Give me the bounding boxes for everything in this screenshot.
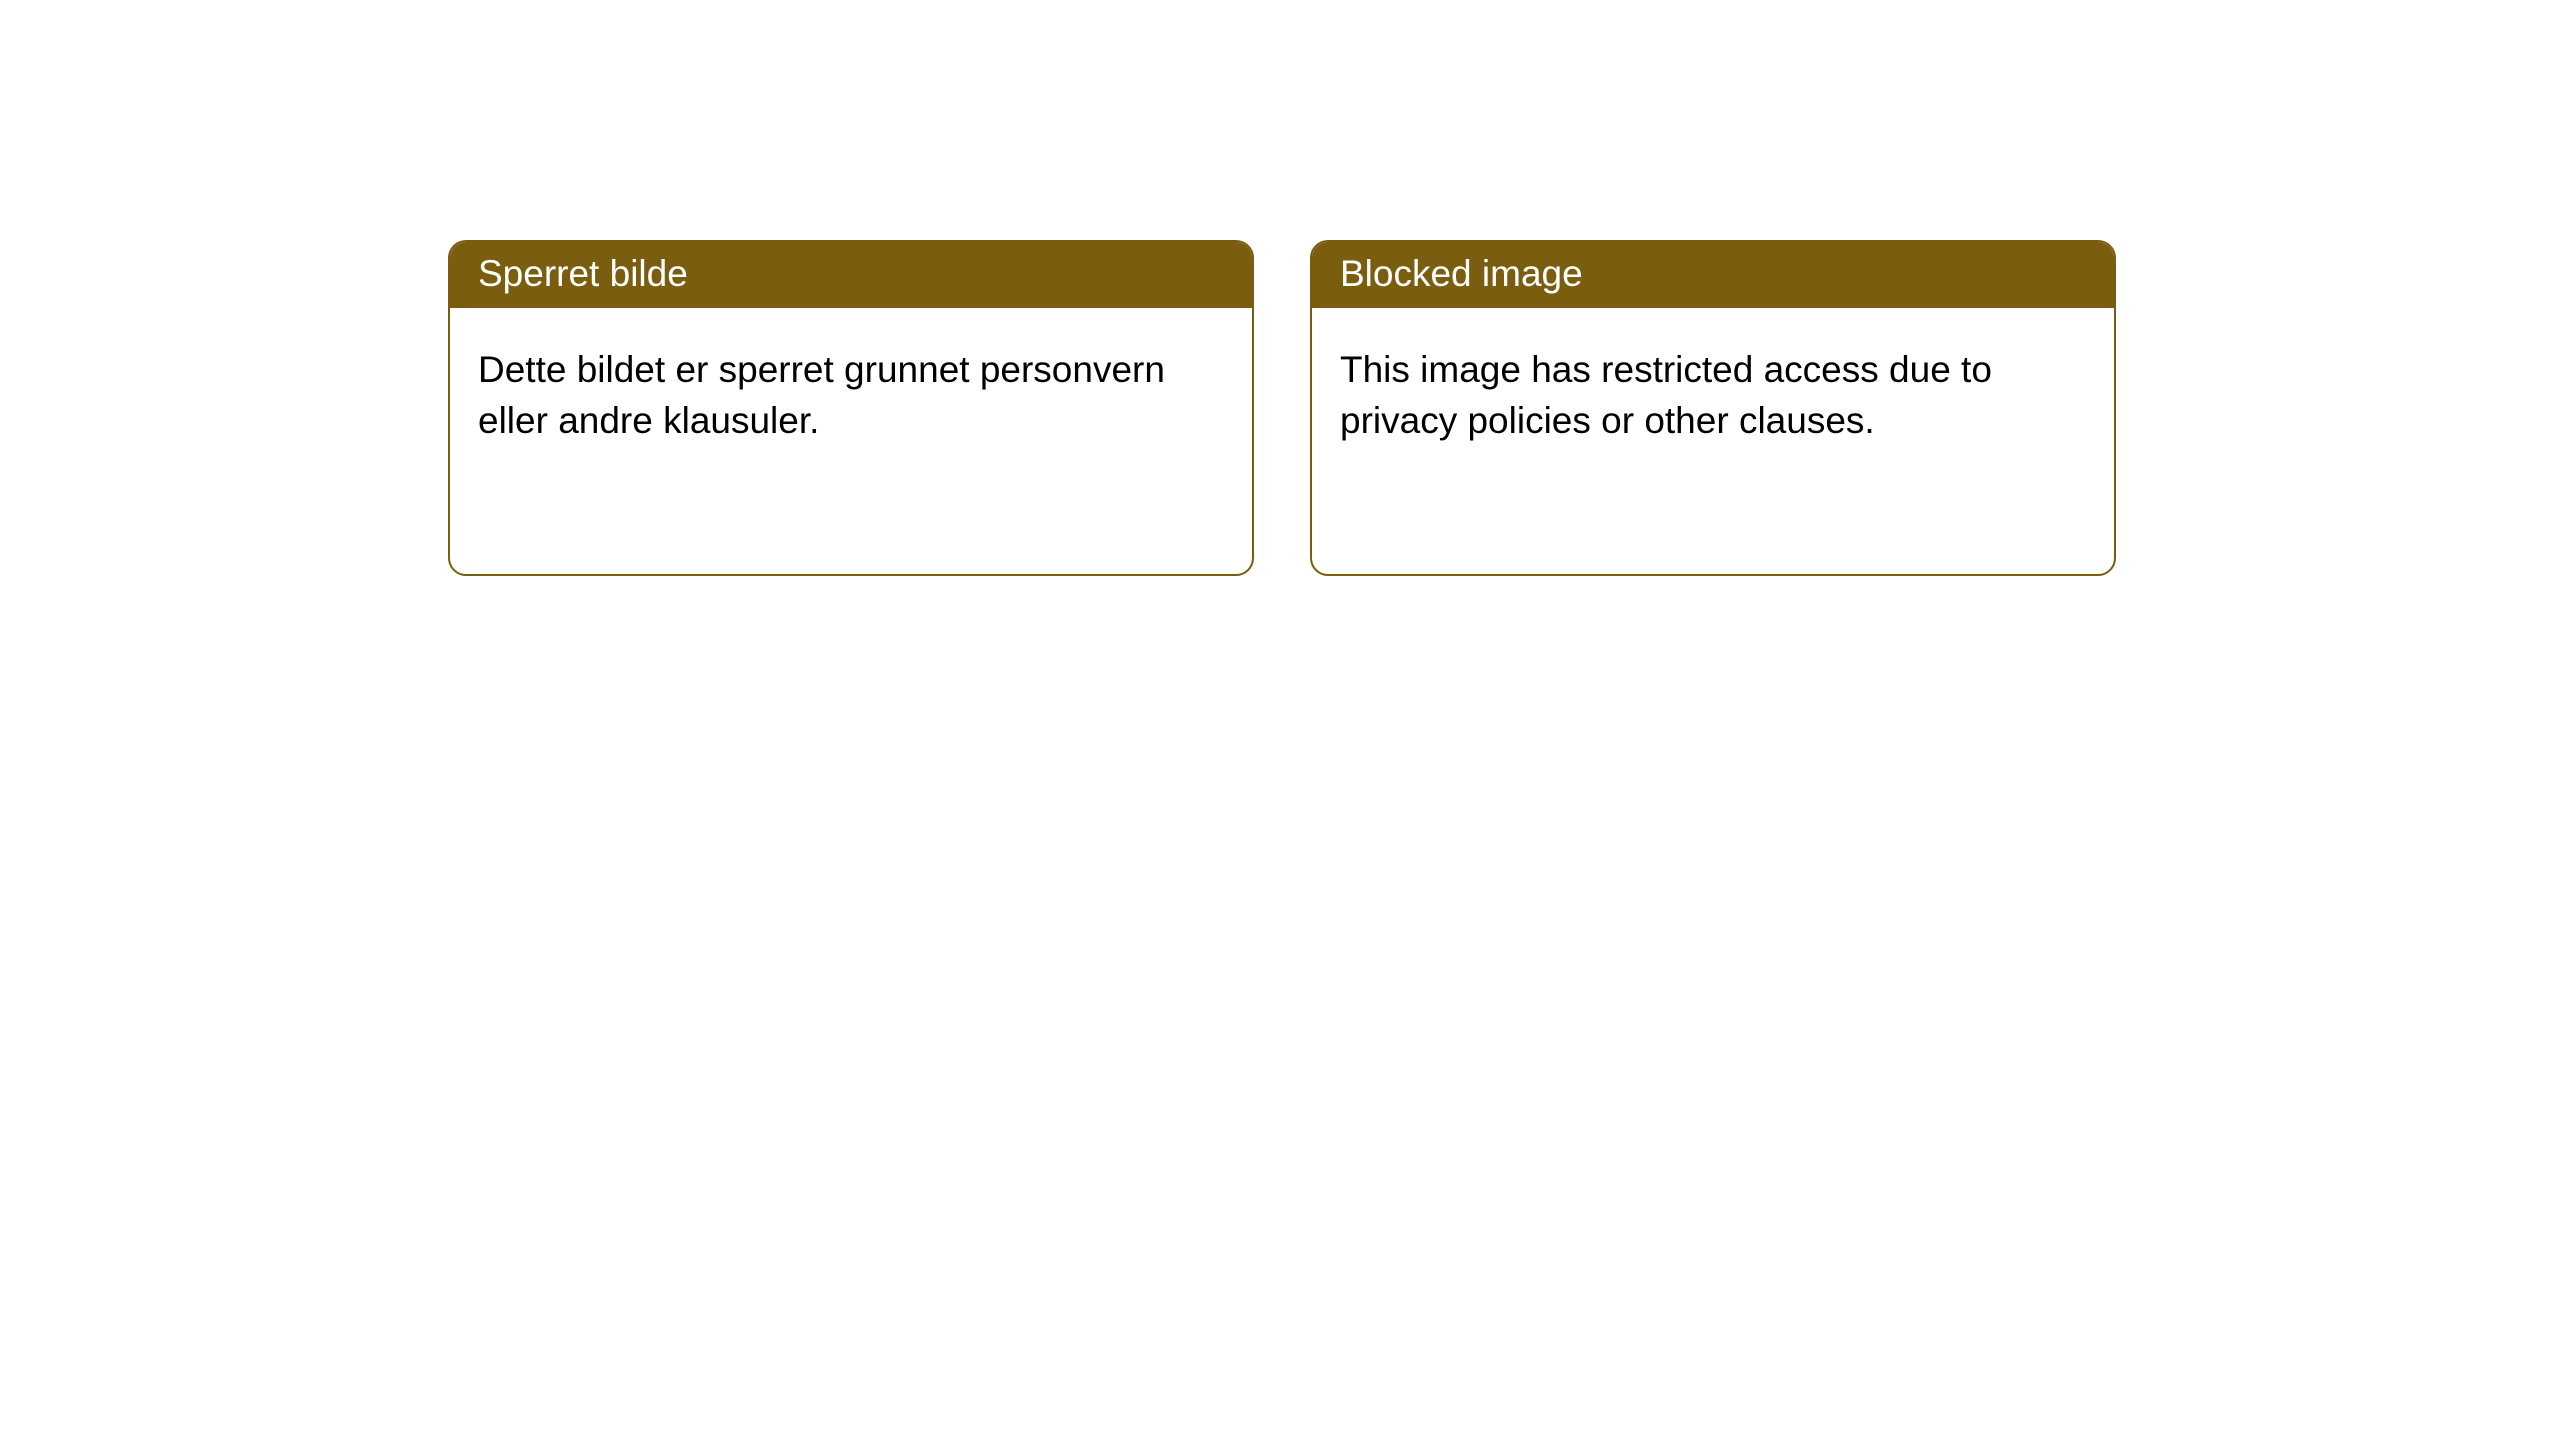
card-header: Sperret bilde (450, 242, 1252, 308)
card-header: Blocked image (1312, 242, 2114, 308)
blocked-image-card-norwegian: Sperret bilde Dette bildet er sperret gr… (448, 240, 1254, 576)
card-body: Dette bildet er sperret grunnet personve… (450, 308, 1252, 474)
blocked-image-card-english: Blocked image This image has restricted … (1310, 240, 2116, 576)
notice-container: Sperret bilde Dette bildet er sperret gr… (0, 0, 2560, 576)
card-body: This image has restricted access due to … (1312, 308, 2114, 474)
